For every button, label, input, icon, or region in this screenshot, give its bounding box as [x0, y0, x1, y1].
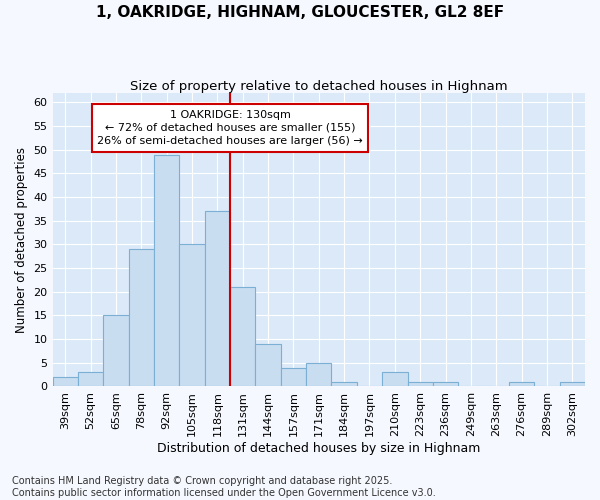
Bar: [179, 244, 205, 386]
Bar: [281, 368, 306, 386]
Bar: [205, 212, 230, 386]
Bar: [509, 382, 534, 386]
Text: Contains HM Land Registry data © Crown copyright and database right 2025.
Contai: Contains HM Land Registry data © Crown c…: [12, 476, 436, 498]
Y-axis label: Number of detached properties: Number of detached properties: [15, 146, 28, 332]
Bar: [256, 344, 281, 387]
Bar: [382, 372, 407, 386]
Bar: [407, 382, 433, 386]
Bar: [331, 382, 357, 386]
Text: 1, OAKRIDGE, HIGHNAM, GLOUCESTER, GL2 8EF: 1, OAKRIDGE, HIGHNAM, GLOUCESTER, GL2 8E…: [96, 5, 504, 20]
Text: 1 OAKRIDGE: 130sqm
← 72% of detached houses are smaller (155)
26% of semi-detach: 1 OAKRIDGE: 130sqm ← 72% of detached hou…: [97, 110, 363, 146]
Bar: [103, 316, 128, 386]
Bar: [53, 377, 78, 386]
Bar: [128, 249, 154, 386]
Bar: [230, 287, 256, 386]
Bar: [433, 382, 458, 386]
Title: Size of property relative to detached houses in Highnam: Size of property relative to detached ho…: [130, 80, 508, 93]
Bar: [78, 372, 103, 386]
X-axis label: Distribution of detached houses by size in Highnam: Distribution of detached houses by size …: [157, 442, 481, 455]
Bar: [560, 382, 585, 386]
Bar: [154, 154, 179, 386]
Bar: [306, 363, 331, 386]
